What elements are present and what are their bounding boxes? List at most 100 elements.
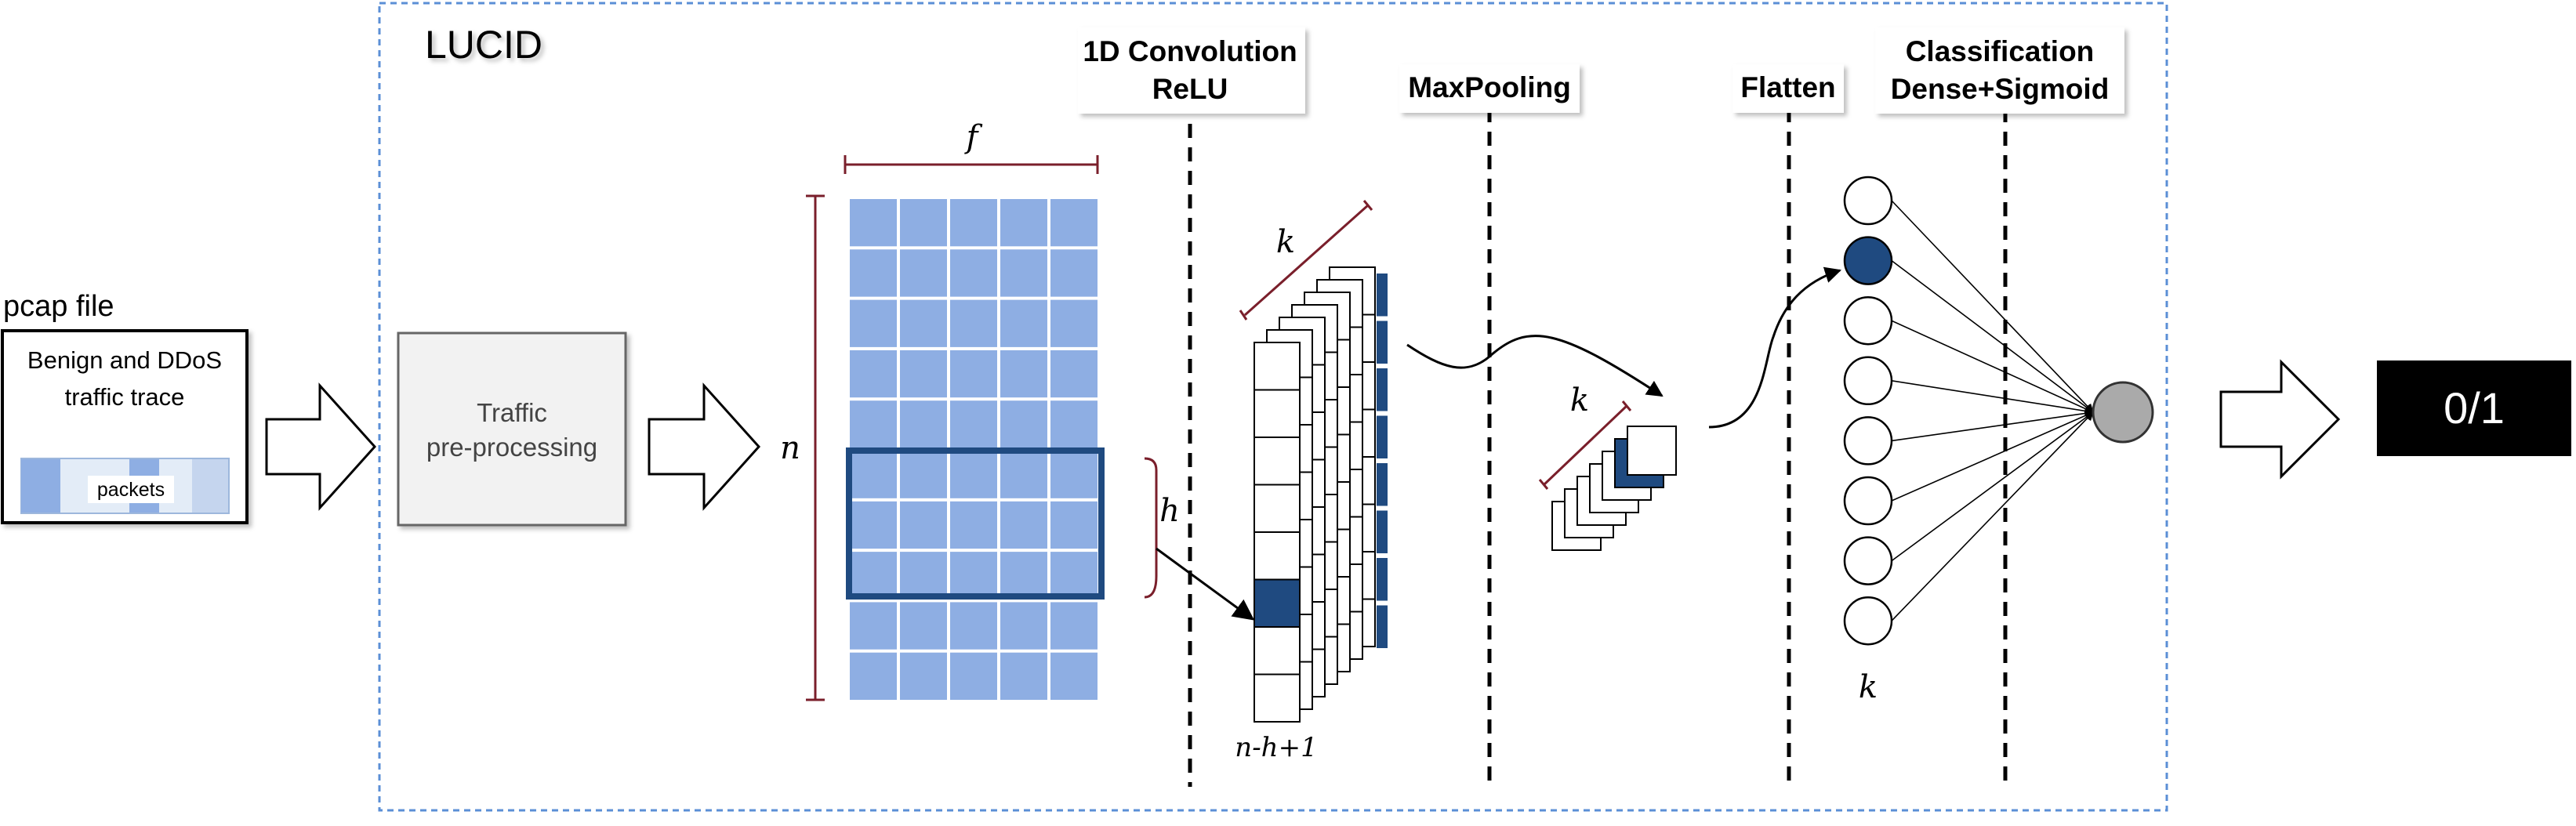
matrix-cell [950, 451, 997, 498]
pcap-caption: pcap file [3, 290, 114, 323]
matrix-cell [900, 552, 947, 600]
conv-feature-maps [1254, 266, 1388, 723]
output-neuron [2092, 381, 2154, 444]
conv-label-line1: 1D Convolution [1083, 35, 1297, 67]
matrix-cell [1000, 299, 1047, 347]
f-brace [844, 155, 1099, 174]
arrow-window-to-conv [1156, 547, 1255, 621]
conv-highlight-column [1377, 463, 1388, 506]
dense-neuron [1843, 596, 1893, 646]
matrix-cell [1050, 400, 1098, 448]
matrix-cell [1000, 451, 1047, 498]
flatten-label: Flatten [1740, 71, 1835, 103]
matrix-cell [900, 249, 947, 297]
matrix-cell [850, 552, 897, 600]
arrow-to-output [2219, 359, 2341, 480]
pcap-box-line2: traffic trace [65, 383, 185, 411]
arrow-conv-to-pool [1406, 335, 1664, 397]
cls-label-line2: Dense+Sigmoid [1891, 73, 2110, 105]
conv-highlight-column [1377, 368, 1388, 411]
conv-highlight-column [1377, 558, 1388, 601]
matrix-cell [1000, 552, 1047, 600]
conv-cell [1254, 531, 1301, 581]
maxpool-label: MaxPooling [1408, 71, 1571, 103]
matrix-cell [950, 199, 997, 247]
dense-connection [1891, 411, 2094, 562]
pcap-box-line1: Benign and DDoS [27, 346, 222, 374]
dense-connection [1891, 411, 2095, 502]
matrix-cell [850, 400, 897, 448]
conv-highlight-column [1377, 321, 1388, 364]
conv-cell [1254, 389, 1301, 438]
matrix-cell [900, 400, 947, 448]
input-matrix [850, 199, 1098, 700]
matrix-cell [850, 451, 897, 498]
f-label: f [964, 119, 983, 155]
matrix-cell [850, 501, 897, 549]
dense-neuron [1843, 295, 1893, 346]
dense-k-label: k [1859, 669, 1878, 705]
dense-neuron [1843, 356, 1893, 406]
matrix-cell [950, 350, 997, 398]
matrix-cell [1050, 501, 1098, 549]
conv-cell [1254, 437, 1301, 486]
conv-label-line2: ReLU [1152, 73, 1228, 105]
matrix-cell [1000, 400, 1047, 448]
conv-highlight-cell [1254, 578, 1301, 628]
output-box [2377, 360, 2571, 456]
conv-highlight-column [1377, 605, 1388, 648]
packets-strip: packets [20, 458, 230, 514]
dense-layer [1843, 176, 1893, 646]
matrix-cell [950, 501, 997, 549]
conv-feature-map [1254, 342, 1301, 723]
n-label: n [780, 430, 800, 466]
matrix-cell [850, 299, 897, 347]
matrix-cell [1050, 451, 1098, 498]
dense-connection [1891, 411, 2094, 621]
matrix-cell [1050, 199, 1098, 247]
matrix-cell [1000, 602, 1047, 650]
matrix-cell [950, 249, 997, 297]
dense-neuron [1843, 536, 1893, 585]
matrix-cell [850, 199, 897, 247]
matrix-cell [900, 501, 947, 549]
output-label: 0/1 [2444, 383, 2505, 433]
pool-square [1627, 426, 1677, 476]
dense-connections [1891, 200, 2095, 621]
conv-highlight-column [1377, 510, 1388, 553]
dense-connection [1891, 200, 2094, 413]
stage-separators [1188, 108, 2008, 787]
arrow-pool-to-dense [1708, 266, 1842, 429]
conv-cell [1254, 342, 1301, 391]
lucid-title: LUCID [425, 23, 542, 67]
arrow-preprocess-to-matrix [648, 382, 761, 511]
preprocess-line1: Traffic [477, 398, 547, 427]
h-brace [1144, 457, 1158, 599]
matrix-cell [900, 451, 947, 498]
matrix-cell [1050, 552, 1098, 600]
packets-label: packets [97, 479, 165, 501]
dense-connection [1891, 380, 2095, 415]
matrix-window-highlight [846, 447, 1105, 600]
matrix-cell [850, 602, 897, 650]
pool-feature-maps [1551, 426, 1677, 551]
pool-k-brace [1543, 404, 1628, 486]
matrix-cell [950, 400, 997, 448]
conv-bottom-label: n-h+1 [1235, 732, 1317, 763]
h-label: h [1159, 493, 1180, 529]
dense-connection [1891, 259, 2094, 413]
dense-neuron [1843, 416, 1893, 466]
matrix-cell [950, 552, 997, 600]
dense-connection [1891, 408, 2095, 442]
matrix-cell [900, 602, 947, 650]
matrix-cell [1000, 199, 1047, 247]
matrix-cell [900, 350, 947, 398]
preprocess-box [397, 331, 627, 527]
pool-k-label: k [1570, 382, 1589, 418]
conv-cell [1254, 484, 1301, 533]
matrix-cell [1050, 299, 1098, 347]
matrix-cell [1000, 501, 1047, 549]
dense-neuron [1843, 236, 1893, 285]
conv-k-label: k [1276, 224, 1295, 260]
